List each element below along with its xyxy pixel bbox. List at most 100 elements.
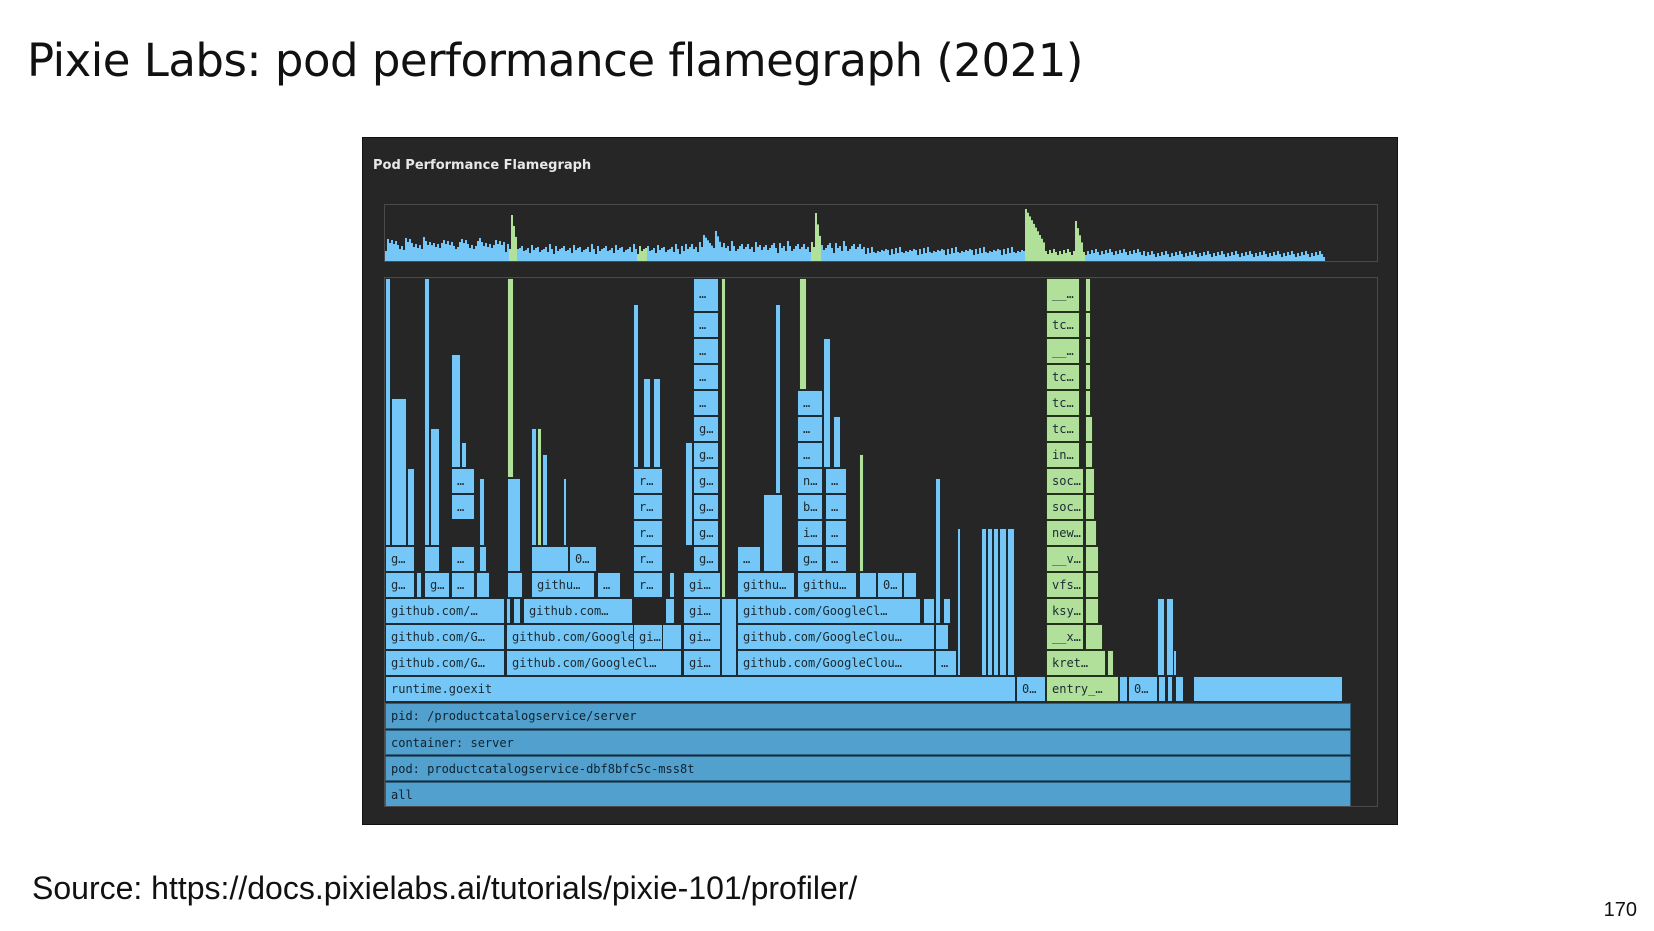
frame-g1-l4d[interactable] bbox=[476, 572, 490, 598]
frame-g3-l7[interactable]: r… bbox=[633, 494, 663, 520]
frame-kernel-tc2[interactable]: tc… bbox=[1046, 390, 1080, 416]
frame-kernel-side13[interactable] bbox=[1085, 338, 1091, 364]
frame-g5-col2[interactable] bbox=[823, 338, 831, 468]
frame-g5-col5[interactable] bbox=[943, 598, 951, 624]
frame-kernel-in[interactable]: in… bbox=[1046, 442, 1080, 468]
frame-g5-l5a[interactable]: … bbox=[737, 546, 761, 572]
frame-g5-col3[interactable] bbox=[833, 416, 841, 468]
frame-g1-l5[interactable]: g… bbox=[385, 546, 415, 572]
frame-g5-l3[interactable]: github.com/GoogleCl… bbox=[737, 598, 921, 624]
frame-kernel-tc1[interactable]: tc… bbox=[1046, 416, 1080, 442]
frame-g4-side2[interactable] bbox=[685, 442, 693, 546]
frame-g1-col5[interactable] bbox=[430, 428, 440, 546]
flamegraph-overview-minimap[interactable] bbox=[384, 204, 1378, 262]
frame-g1-l5d[interactable] bbox=[479, 546, 487, 572]
frame-g1-l4b[interactable]: g… bbox=[424, 572, 450, 598]
frame-g4-l15[interactable]: … bbox=[693, 278, 719, 312]
frame-kernel-side6[interactable] bbox=[1085, 520, 1097, 546]
frame-g4-l3[interactable]: gi… bbox=[683, 598, 721, 624]
frame-green-spike-3[interactable] bbox=[721, 278, 726, 598]
frame-green-spike-2[interactable] bbox=[537, 428, 542, 546]
frame-g5-l9[interactable]: … bbox=[797, 442, 823, 468]
frame-g4-l8[interactable]: g… bbox=[693, 468, 719, 494]
frame-g4-l4[interactable]: gi… bbox=[683, 572, 721, 598]
frame-g4-l13[interactable]: … bbox=[693, 338, 719, 364]
frame-g3-l5[interactable]: r… bbox=[633, 546, 663, 572]
frame-kernel-side3[interactable] bbox=[1085, 598, 1099, 624]
frame-pod[interactable]: pod: productcatalogservice-dbf8bfc5c-mss… bbox=[385, 756, 1351, 781]
frame-runtime-goexit[interactable]: runtime.goexit bbox=[385, 676, 1016, 702]
frame-g2-l5[interactable]: 0… bbox=[569, 546, 597, 572]
frame-g5-l2c[interactable] bbox=[935, 624, 949, 650]
frame-g3-col2[interactable] bbox=[643, 378, 651, 468]
frame-g1-col1[interactable] bbox=[385, 278, 391, 546]
frame-g3-col4[interactable] bbox=[665, 598, 675, 624]
frame-kernel-side14[interactable] bbox=[1085, 312, 1091, 338]
frame-g1-col4[interactable] bbox=[424, 278, 430, 546]
frame-kernel-v[interactable]: __v… bbox=[1046, 546, 1084, 572]
frame-kernel-vfs[interactable]: vfs… bbox=[1046, 572, 1084, 598]
frame-misc-b[interactable] bbox=[1158, 676, 1166, 702]
frame-g1-l4a[interactable]: g… bbox=[385, 572, 415, 598]
frame-g2-col2[interactable] bbox=[542, 454, 548, 546]
frame-g4-l12[interactable]: … bbox=[693, 364, 719, 390]
frame-g1-l4x[interactable] bbox=[416, 572, 422, 598]
frame-g2-l4[interactable]: githu… bbox=[531, 572, 595, 598]
frame-g3-l6[interactable]: r… bbox=[633, 520, 663, 546]
frame-g1-l4c[interactable]: … bbox=[451, 572, 475, 598]
frame-right-cols-1[interactable] bbox=[981, 528, 987, 676]
frame-g1-l5b[interactable] bbox=[424, 546, 440, 572]
frame-kernel-side1[interactable] bbox=[1107, 650, 1114, 676]
frame-kernel-side11[interactable] bbox=[1085, 390, 1091, 416]
frame-kernel-side2[interactable] bbox=[1085, 624, 1103, 650]
frame-g5-l10[interactable]: … bbox=[797, 416, 823, 442]
frame-kernel-side15[interactable] bbox=[1085, 278, 1091, 312]
frame-all[interactable]: all bbox=[385, 782, 1351, 806]
frame-kernel-side9[interactable] bbox=[1085, 442, 1093, 468]
flamegraph-canvas[interactable]: all pod: productcatalogservice-dbf8bfc5c… bbox=[384, 277, 1378, 807]
frame-g5-l1[interactable]: github.com/GoogleClou… bbox=[737, 650, 935, 676]
frame-g4-l11[interactable]: … bbox=[693, 390, 719, 416]
frame-g4-l5[interactable]: g… bbox=[693, 546, 719, 572]
frame-kernel-side12[interactable] bbox=[1085, 364, 1091, 390]
frame-g5-l4x[interactable] bbox=[859, 572, 877, 598]
frame-g4-side[interactable] bbox=[721, 598, 737, 676]
frame-g1-col2[interactable] bbox=[391, 398, 407, 546]
frame-g5-col6[interactable] bbox=[957, 528, 961, 676]
frame-green-spike-1[interactable] bbox=[507, 278, 514, 478]
frame-g5-l6a[interactable]: i… bbox=[797, 520, 823, 546]
frame-misc-right1[interactable] bbox=[1157, 598, 1165, 676]
frame-g2-l3x[interactable] bbox=[513, 598, 521, 624]
frame-g1-l5c[interactable]: … bbox=[451, 546, 475, 572]
frame-g2-l5a[interactable] bbox=[531, 546, 569, 572]
frame-g1-col7[interactable] bbox=[461, 442, 467, 468]
frame-g2-l2[interactable]: github.com/GoogleCl… bbox=[506, 650, 682, 676]
frame-g4-l2[interactable]: gi… bbox=[683, 624, 721, 650]
frame-g5-l4b[interactable]: githu… bbox=[797, 572, 857, 598]
frame-g5-l5x[interactable] bbox=[763, 494, 783, 572]
frame-g1-l3b[interactable] bbox=[506, 598, 511, 624]
frame-misc-c[interactable] bbox=[1167, 676, 1173, 702]
frame-g5-l7b[interactable]: … bbox=[825, 494, 847, 520]
frame-g1-l2[interactable]: github.com/G… bbox=[385, 624, 505, 650]
frame-g1-l3[interactable]: github.com/… bbox=[385, 598, 505, 624]
frame-pid[interactable]: pid: /productcatalogservice/server bbox=[385, 703, 1351, 729]
frame-kernel-side4[interactable] bbox=[1085, 572, 1099, 598]
frame-g2-l4b[interactable]: … bbox=[597, 572, 621, 598]
frame-kernel-entry[interactable]: entry_… bbox=[1046, 676, 1119, 702]
frame-kernel-soc1[interactable]: soc… bbox=[1046, 468, 1084, 494]
frame-kernel-side5[interactable] bbox=[1085, 546, 1099, 572]
frame-g1-l1[interactable]: github.com/G… bbox=[385, 650, 505, 676]
frame-zero-2[interactable]: 0… bbox=[1128, 676, 1158, 702]
frame-g5-l4a[interactable]: githu… bbox=[737, 572, 795, 598]
frame-g2-col1[interactable] bbox=[531, 428, 537, 546]
frame-g5-l1b[interactable]: … bbox=[935, 650, 957, 676]
frame-kernel-side8[interactable] bbox=[1085, 468, 1095, 494]
frame-g3-l3[interactable]: gi… bbox=[633, 624, 663, 650]
frame-g4-l7[interactable]: g… bbox=[693, 494, 719, 520]
frame-g1-col8[interactable] bbox=[479, 478, 485, 546]
frame-g3-col5[interactable] bbox=[669, 572, 675, 598]
frame-right-cols-4[interactable] bbox=[999, 528, 1007, 676]
frame-misc-a[interactable] bbox=[1119, 676, 1128, 702]
frame-g4-l14[interactable]: … bbox=[693, 312, 719, 338]
